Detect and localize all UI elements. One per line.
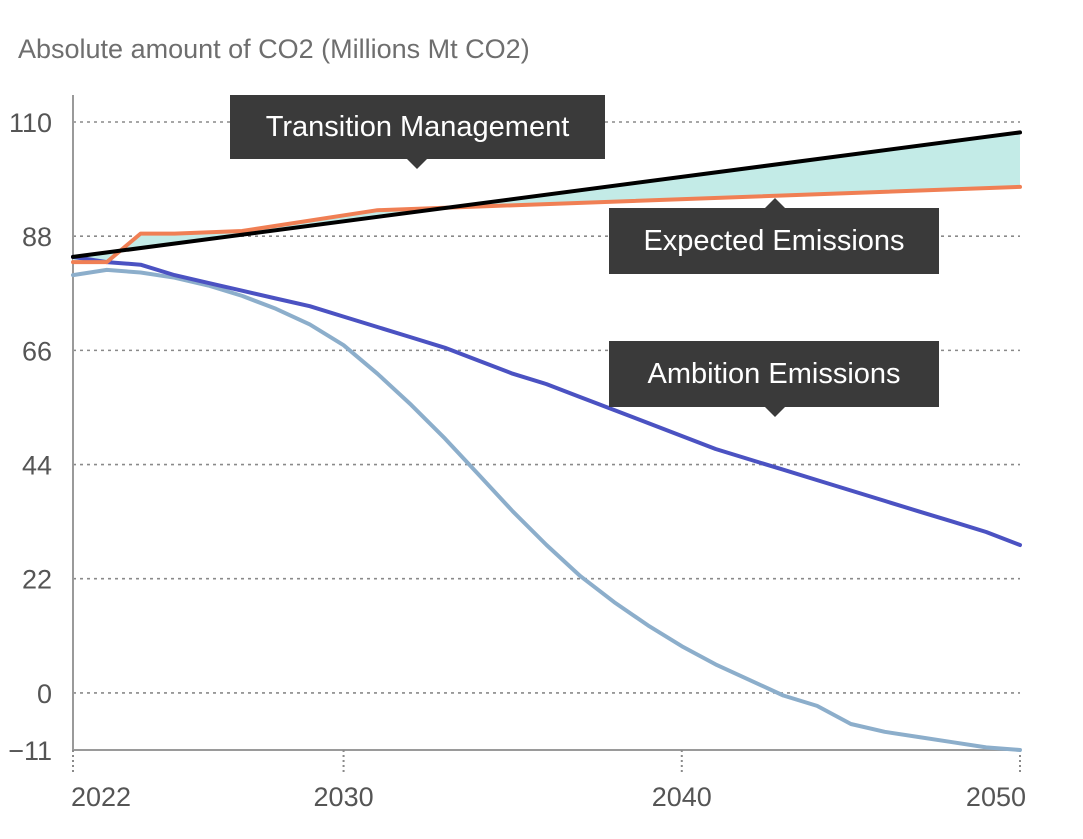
- x-tick-label-3: 2050: [966, 782, 1026, 812]
- y-tick-label-6: −11: [8, 736, 52, 766]
- y-tick-label-3: 44: [22, 451, 52, 481]
- series-line-transition-management: [71, 130, 1022, 259]
- tick-labels: 110 88 66 44 22 0 −11 2022 2030 2040 2050: [8, 108, 1026, 812]
- x-tick-label-2: 2040: [652, 782, 712, 812]
- annotation-transition-management: Transition Management: [230, 95, 605, 169]
- y-tick-label-0: 110: [9, 108, 52, 138]
- annotation-expected-emissions: Expected Emissions: [609, 198, 939, 274]
- series-line-expected-emissions: [71, 184, 1022, 265]
- y-tick-label-4: 22: [22, 565, 52, 595]
- x-tick-label-1: 2030: [314, 782, 374, 812]
- y-tick-label-1: 88: [22, 222, 52, 252]
- series-line-reduction-pathway: [71, 267, 1022, 752]
- series-lines: [71, 130, 1022, 752]
- chart-title: Absolute amount of CO2 (Millions Mt CO2): [18, 34, 530, 64]
- x-tick-label-0: 2022: [71, 782, 131, 812]
- series-line-ambition-emissions: [71, 254, 1022, 547]
- y-tick-label-5: 0: [37, 679, 52, 709]
- axes: [72, 95, 1021, 772]
- y-tick-label-2: 66: [22, 336, 52, 366]
- annotation-ambition-emissions: Ambition Emissions: [609, 341, 939, 417]
